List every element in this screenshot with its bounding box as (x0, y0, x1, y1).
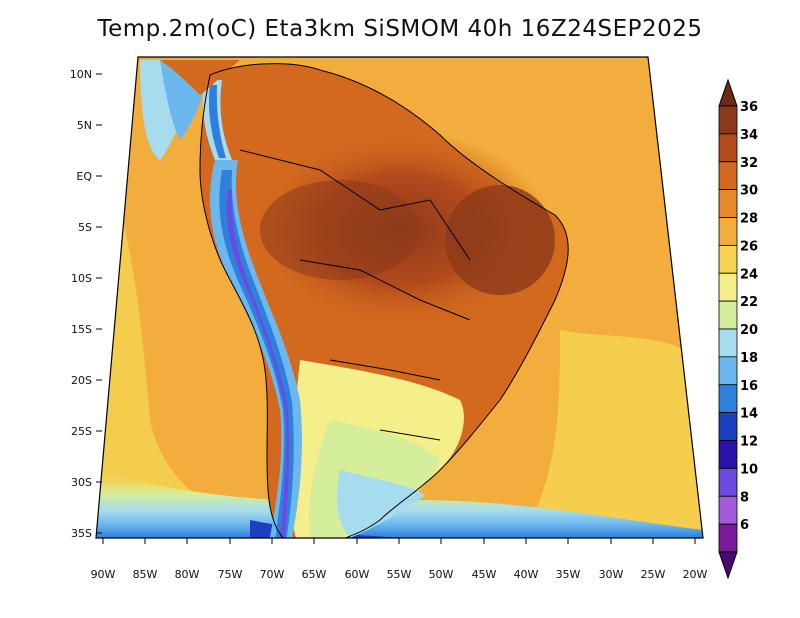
lat-label: 25S (71, 425, 92, 438)
lat-label: 10N (70, 68, 92, 81)
colorbar-label: 6 (740, 518, 749, 533)
colorbar-label: 32 (740, 156, 758, 171)
colorbar-swatch (718, 161, 738, 191)
colorbar-swatch (718, 440, 738, 469)
colorbar-swatch (718, 467, 738, 497)
map-title: Temp.2m(oC) Eta3km SiSMOM 40h 16Z24SEP20… (97, 16, 703, 42)
lon-label: 75W (218, 568, 243, 581)
colorbar-label: 24 (740, 267, 758, 282)
colorbar-swatch (718, 133, 738, 163)
colorbar-swatch (718, 384, 738, 414)
lon-label: 20W (683, 568, 708, 581)
colorbar-swatch (718, 272, 738, 302)
colorbar-swatch (718, 244, 738, 274)
lat-label: 5S (78, 221, 92, 234)
colorbar-label: 36 (740, 100, 758, 115)
colorbar-label: 14 (740, 407, 758, 422)
colorbar-min-triangle (718, 551, 738, 580)
colorbar-swatch (718, 495, 738, 525)
lon-label: 30W (599, 568, 624, 581)
colorbar-max-triangle (718, 78, 738, 107)
colorbar-label: 34 (740, 128, 758, 143)
lat-label: 20S (71, 374, 92, 387)
colorbar-swatch (718, 328, 738, 358)
colorbar-swatch (718, 217, 738, 246)
lat-label: 35S (71, 527, 92, 540)
colorbar-label: 26 (740, 239, 758, 254)
colorbar-swatch (718, 189, 738, 218)
lon-label: 45W (472, 568, 497, 581)
colorbar-swatch (718, 105, 738, 135)
lon-label: 40W (514, 568, 539, 581)
colorbar-swatch (718, 300, 738, 330)
lon-label: 85W (133, 568, 158, 581)
coastline (199, 63, 569, 538)
colorbar-label: 28 (740, 212, 758, 227)
colorbar: 36 34 32 30 28 26 24 22 20 18 16 14 12 10 8 6 (718, 78, 758, 580)
lon-label: 35W (556, 568, 581, 581)
colorbar-swatch (718, 412, 738, 441)
lon-label: 25W (641, 568, 666, 581)
lat-label: 15S (71, 323, 92, 336)
colorbar-label: 12 (740, 435, 758, 450)
lat-label: 10S (71, 272, 92, 285)
colorbar-label: 18 (740, 351, 758, 366)
lon-label: 90W (91, 568, 116, 581)
lon-label: 65W (302, 568, 327, 581)
colorbar-label: 20 (740, 323, 758, 338)
colorbar-label: 10 (740, 462, 758, 477)
lon-label: 55W (387, 568, 412, 581)
colorbar-label: 16 (740, 379, 758, 394)
temperature-field (96, 57, 703, 538)
lon-label: 60W (345, 568, 370, 581)
lat-label: 5N (77, 119, 92, 132)
latitude-axis: 10N 5N EQ 5S 10S 15S 20S 25S 30S 35S (70, 68, 102, 540)
colorbar-swatch (718, 356, 738, 386)
lon-label: 80W (175, 568, 200, 581)
map-frame (95, 56, 704, 539)
longitude-axis: 90W 85W 80W 75W 70W 65W 60W 55W 50W 45W … (91, 538, 708, 581)
colorbar-label: 30 (740, 184, 758, 199)
lon-label: 70W (260, 568, 285, 581)
colorbar-label: 22 (740, 295, 758, 310)
lat-label: EQ (76, 170, 92, 183)
lon-label: 50W (429, 568, 454, 581)
lat-label: 30S (71, 476, 92, 489)
colorbar-swatch (718, 523, 738, 553)
colorbar-label: 8 (740, 490, 749, 505)
